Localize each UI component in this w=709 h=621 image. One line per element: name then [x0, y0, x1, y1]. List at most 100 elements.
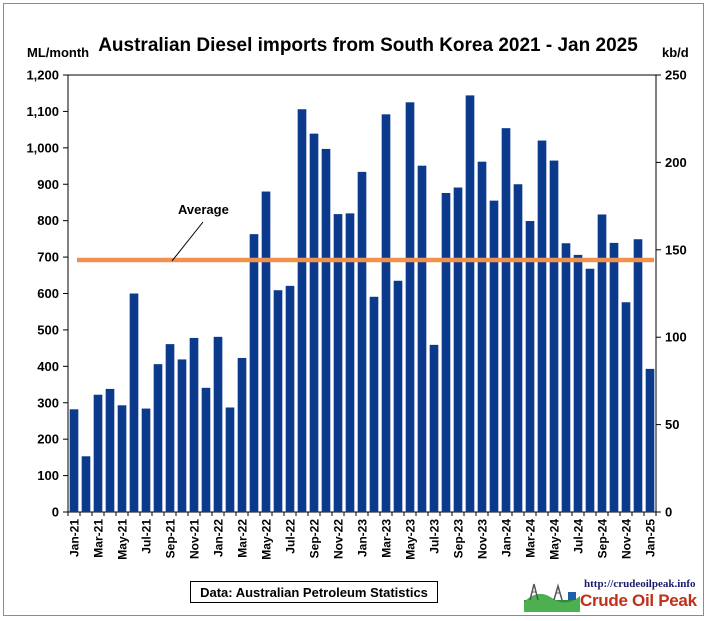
x-axis-tick-label: Nov-23 — [476, 519, 490, 559]
bar — [201, 387, 211, 512]
bar — [225, 407, 235, 512]
x-axis-tick-label: Sep-24 — [596, 519, 610, 559]
left-axis-tick-label: 300 — [37, 395, 59, 410]
bar — [609, 242, 619, 512]
bar — [513, 184, 523, 512]
x-axis-tick-label: Jan-23 — [356, 519, 370, 557]
bar — [489, 200, 499, 512]
x-axis-tick-label: Sep-22 — [308, 519, 322, 559]
x-axis-tick-label: Jul-21 — [140, 519, 154, 554]
x-axis-tick-label: Mar-23 — [380, 519, 394, 558]
data-source-note: Data: Australian Petroleum Statistics — [190, 581, 438, 603]
bar — [633, 239, 643, 512]
x-axis-tick-label: Nov-24 — [620, 519, 634, 559]
bar — [561, 243, 571, 512]
right-axis-tick-label: 50 — [665, 417, 679, 432]
bar — [621, 302, 631, 512]
bar — [573, 254, 583, 513]
bar — [141, 408, 151, 512]
bar — [237, 357, 247, 512]
bar — [345, 213, 355, 512]
bar — [321, 148, 331, 512]
bar — [417, 165, 427, 513]
bar — [381, 114, 391, 512]
bar — [525, 221, 535, 513]
x-axis-tick-label: Mar-22 — [236, 519, 250, 558]
chart-title: Australian Diesel imports from South Kor… — [98, 35, 638, 56]
x-axis-tick-label: Jan-21 — [68, 519, 82, 557]
right-axis-unit: kb/d — [662, 45, 689, 60]
x-axis-tick-label: Jan-24 — [500, 519, 514, 557]
x-axis-tick-label: Nov-21 — [188, 519, 202, 559]
left-axis-tick-label: 400 — [37, 359, 59, 374]
oil-field-logo-icon — [524, 583, 580, 612]
bar — [453, 187, 463, 512]
right-axis-tick-label: 100 — [665, 330, 687, 345]
left-axis-tick-label: 1,000 — [26, 140, 59, 155]
bar — [153, 364, 163, 512]
x-axis-tick-label: Jan-22 — [212, 519, 226, 557]
bar — [213, 336, 223, 512]
x-axis-tick-label: May-21 — [116, 519, 130, 560]
right-axis-tick-label: 250 — [665, 68, 687, 83]
average-pointer — [171, 221, 204, 262]
x-axis-tick-label: Jan-25 — [644, 519, 658, 557]
bar — [285, 285, 295, 512]
bar — [297, 109, 307, 513]
bar — [585, 268, 595, 512]
bar — [309, 133, 319, 512]
bar — [189, 337, 199, 512]
bar — [81, 456, 91, 512]
bar — [177, 359, 187, 512]
x-axis-tick-label: Mar-24 — [524, 519, 538, 558]
bar — [393, 280, 403, 512]
bar — [129, 293, 139, 512]
bar — [501, 128, 511, 512]
x-axis-tick-label: Jul-22 — [284, 519, 298, 554]
bar — [261, 191, 271, 513]
bar — [441, 192, 451, 513]
x-axis-tick-label: Mar-21 — [92, 519, 106, 558]
bar — [645, 368, 655, 512]
bar — [69, 409, 79, 512]
x-axis-tick-label: Jul-23 — [428, 519, 442, 554]
x-axis-tick-label: Nov-22 — [332, 519, 346, 559]
left-axis-tick-label: 900 — [37, 177, 59, 192]
bar — [369, 296, 379, 512]
bar — [549, 160, 559, 512]
bar — [93, 394, 103, 512]
bar — [477, 161, 487, 512]
chart-frame — [3, 3, 704, 616]
bar — [105, 388, 115, 512]
logo-url: http://crudeoilpeak.info — [584, 578, 696, 590]
bar — [249, 234, 259, 512]
left-axis-tick-label: 0 — [52, 505, 59, 520]
left-axis-tick-label: 700 — [37, 250, 59, 265]
bar — [357, 171, 367, 512]
x-axis-tick-label: May-24 — [548, 519, 562, 560]
right-axis-tick-label: 200 — [665, 155, 687, 170]
right-axis-tick-label: 150 — [665, 242, 687, 257]
left-axis-tick-label: 200 — [37, 432, 59, 447]
left-axis-tick-label: 600 — [37, 286, 59, 301]
bar — [405, 102, 415, 512]
average-label: Average — [178, 202, 229, 217]
left-axis-tick-label: 1,200 — [26, 68, 59, 83]
bar — [273, 290, 283, 512]
bar — [165, 344, 175, 512]
bar — [333, 214, 343, 512]
left-axis-tick-label: 800 — [37, 213, 59, 228]
left-axis-unit: ML/month — [27, 45, 89, 60]
bar — [117, 405, 127, 512]
left-axis-tick-label: 1,100 — [26, 104, 59, 119]
x-axis-tick-label: May-23 — [404, 519, 418, 560]
crude-oil-peak-logo[interactable]: http://crudeoilpeak.info Crude Oil Peak — [524, 578, 700, 612]
x-axis-tick-label: Jul-24 — [572, 519, 586, 554]
x-axis-tick-label: May-22 — [260, 519, 274, 560]
x-axis-tick-label: Sep-21 — [164, 519, 178, 559]
bar — [597, 214, 607, 512]
x-axis-tick-label: Sep-23 — [452, 519, 466, 559]
bar — [537, 140, 547, 513]
right-axis-tick-label: 0 — [665, 505, 672, 520]
